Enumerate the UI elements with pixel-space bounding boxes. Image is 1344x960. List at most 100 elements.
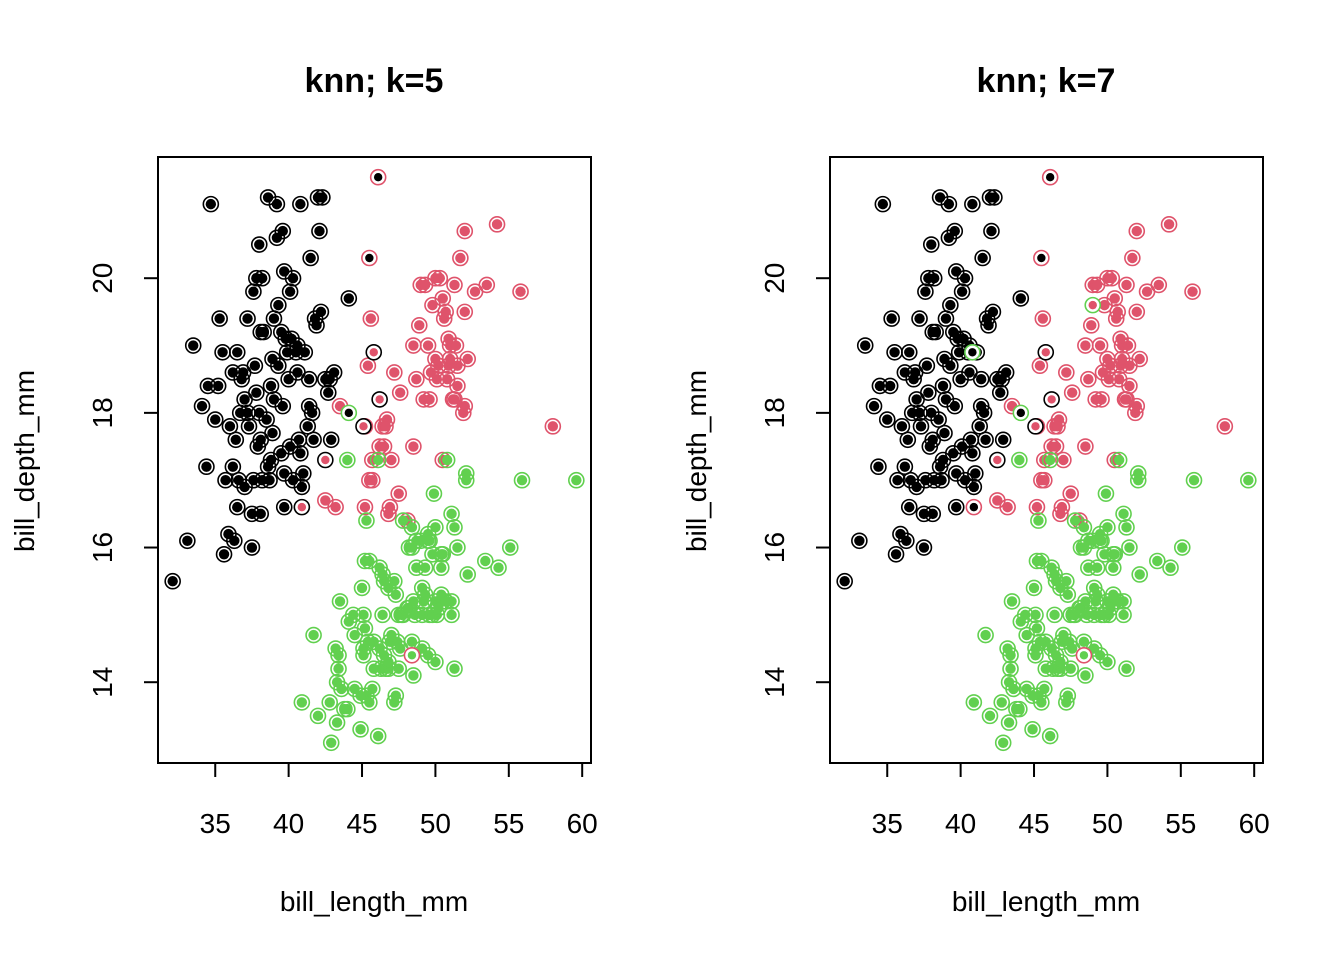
point-ring: [336, 700, 353, 718]
point-dot: [1049, 609, 1060, 621]
point-ring: [887, 545, 905, 563]
data-point-chinstrap: [434, 290, 452, 307]
data-point-adelie: [931, 458, 949, 476]
point-ring: [380, 505, 397, 523]
point-dot: [1113, 454, 1125, 466]
data-point-gentoo: [1099, 653, 1116, 671]
point-ring: [330, 660, 347, 678]
point-ring: [215, 545, 233, 563]
point-ring: [925, 269, 943, 287]
point-dot: [308, 629, 319, 641]
point-ring: [321, 694, 339, 711]
point-dot: [383, 656, 394, 668]
point-ring: [1030, 512, 1047, 529]
data-point-gentoo: [339, 451, 356, 469]
data-point-adelie: [164, 572, 181, 590]
point-ring: [1046, 606, 1063, 624]
point-dot: [358, 650, 369, 661]
point-ring: [965, 478, 983, 496]
point-ring: [239, 404, 256, 422]
point-ring: [221, 418, 239, 435]
point-dot: [969, 502, 979, 512]
point-ring: [1160, 216, 1178, 233]
point-dot: [218, 549, 230, 560]
point-dot: [261, 414, 272, 425]
data-point-gentoo: [1115, 505, 1132, 523]
point-ring: [302, 249, 319, 267]
point-dot: [452, 542, 463, 553]
data-point-chinstrap: [1062, 485, 1080, 502]
point-ring: [1100, 370, 1118, 388]
point-dot: [939, 353, 950, 365]
misclassified-point: [369, 168, 387, 186]
point-ring: [383, 451, 400, 469]
data-point-chinstrap: [363, 471, 381, 489]
point-dot: [258, 326, 269, 338]
point-ring: [1035, 471, 1053, 489]
point-ring: [227, 431, 245, 449]
data-point-adelie: [886, 343, 903, 361]
misclassified-point: [293, 498, 311, 516]
point-ring: [311, 222, 328, 240]
point-dot: [571, 475, 582, 486]
data-point-gentoo: [416, 586, 434, 603]
data-point-adelie: [268, 229, 286, 247]
point-ring: [1099, 653, 1116, 671]
point-dot: [1102, 656, 1113, 668]
point-ring: [424, 296, 441, 314]
point-ring: [446, 276, 463, 294]
point-ring: [1118, 519, 1135, 536]
data-point-gentoo: [1097, 485, 1115, 502]
data-point-chinstrap: [1055, 451, 1072, 469]
point-dot: [975, 374, 987, 385]
point-dot: [369, 348, 378, 357]
point-ring: [228, 343, 246, 361]
point-ring: [999, 498, 1016, 516]
point-ring: [459, 566, 477, 583]
data-point-adelie: [325, 364, 343, 381]
data-point-adelie: [977, 431, 994, 449]
data-point-adelie: [851, 532, 868, 550]
point-ring: [999, 640, 1016, 657]
point-dot: [1002, 643, 1013, 654]
point-ring: [405, 667, 422, 684]
point-dot: [943, 198, 955, 210]
point-dot: [1131, 306, 1142, 318]
data-point-adelie: [296, 343, 314, 361]
point-dot: [1078, 542, 1090, 553]
data-point-gentoo: [321, 694, 339, 711]
point-dot: [1046, 643, 1057, 654]
misclassified-point: [1041, 168, 1059, 186]
point-dot: [904, 501, 915, 513]
data-point-adelie: [322, 431, 340, 449]
y-tick-label: 20: [87, 263, 118, 294]
point-dot: [890, 549, 902, 560]
data-point-gentoo: [1106, 545, 1124, 563]
point-ring: [1088, 586, 1106, 603]
point-dot: [877, 198, 889, 210]
point-dot: [406, 636, 418, 647]
point-ring: [1025, 579, 1043, 597]
point-dot: [201, 461, 212, 472]
data-point-gentoo: [1002, 660, 1019, 678]
point-dot: [303, 400, 315, 412]
point-dot: [984, 710, 996, 722]
point-dot: [196, 400, 208, 412]
point-dot: [1015, 616, 1027, 627]
data-point-chinstrap: [405, 438, 422, 455]
x-tick-label: 60: [1239, 808, 1270, 839]
point-dot: [1106, 273, 1118, 284]
point-dot: [1030, 650, 1041, 661]
data-point-chinstrap: [1028, 498, 1046, 516]
point-dot: [1118, 609, 1129, 621]
axis-tick-labels: 35 40 45 50 55 60 14 16 18 20: [87, 263, 598, 839]
point-dot: [277, 400, 288, 412]
point-dot: [361, 515, 372, 526]
point-dot: [940, 313, 952, 324]
data-point-adelie: [967, 465, 984, 482]
point-dot: [1031, 422, 1040, 431]
data-point-adelie: [243, 539, 261, 556]
point-dot: [1027, 690, 1038, 701]
point-dot: [344, 408, 354, 418]
data-point-adelie: [947, 498, 965, 516]
